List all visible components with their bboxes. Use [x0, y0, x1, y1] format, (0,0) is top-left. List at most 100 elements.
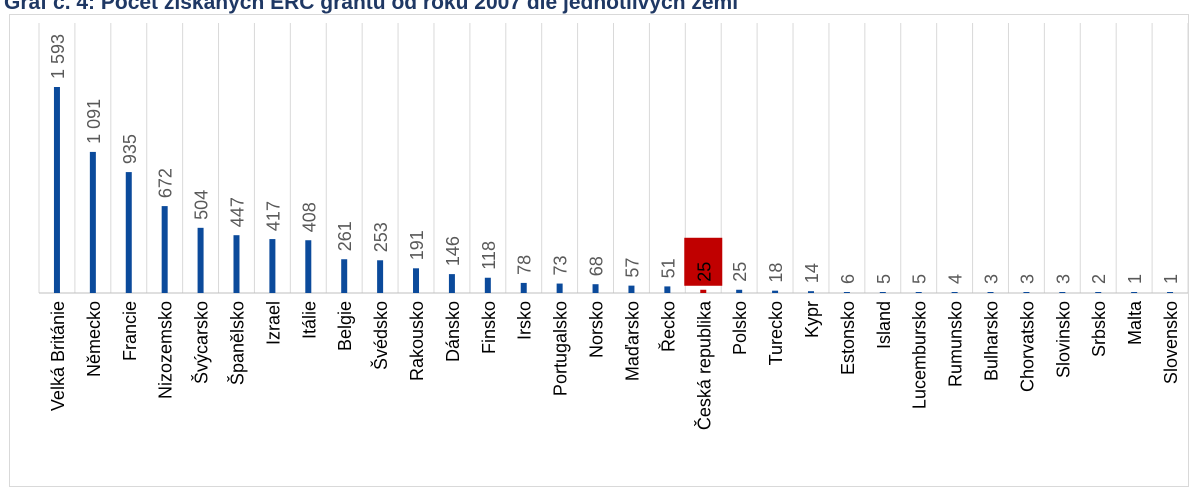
bar — [772, 290, 779, 293]
data-label: 1 — [1125, 274, 1145, 284]
x-tick-label: Bulharsko — [982, 301, 1002, 381]
x-tick-label: Finsko — [479, 301, 499, 354]
data-label: 672 — [156, 168, 176, 198]
x-tick-label: Turecko — [766, 301, 786, 365]
data-label: 935 — [120, 134, 140, 164]
chart-area: 1 593 Velká Británie 1 091 Německo 935 Franci… — [9, 14, 1189, 487]
data-label: 1 — [1161, 274, 1181, 284]
data-label: 3 — [982, 274, 1002, 284]
x-tick-label: Island — [874, 301, 894, 349]
x-tick-label: Slovinsko — [1053, 301, 1073, 378]
x-tick-label: Belgie — [335, 301, 355, 351]
bar — [197, 227, 204, 293]
x-tick-label: Francie — [120, 301, 140, 361]
bar — [879, 292, 886, 293]
bar — [341, 259, 348, 293]
bar — [807, 291, 814, 293]
x-tick-label: Malta — [1125, 300, 1145, 345]
bar — [592, 284, 599, 293]
data-label: 146 — [443, 236, 463, 266]
x-tick-label: Norsko — [587, 301, 607, 358]
x-tick-label: Kypr — [802, 301, 822, 338]
data-label: 3 — [1053, 274, 1073, 284]
x-tick-label: Chorvatsko — [1017, 301, 1037, 392]
data-label: 118 — [479, 241, 499, 270]
data-label: 6 — [838, 274, 858, 284]
bar — [556, 283, 563, 293]
data-label: 3 — [1017, 274, 1037, 284]
x-tick-label: Srbsko — [1089, 301, 1109, 357]
x-tick-label: Portugalsko — [551, 301, 571, 396]
bar — [89, 151, 96, 293]
bar — [448, 274, 455, 293]
bar — [700, 289, 707, 293]
x-tick-label: Nizozemsko — [156, 301, 176, 399]
bar — [305, 240, 312, 293]
chart-title: Graf č. 4: Počet získaných ERC grantů od… — [4, 0, 739, 14]
x-tick-label: Maďarsko — [622, 301, 642, 381]
bar — [161, 206, 168, 293]
bar — [269, 239, 276, 293]
data-label: 51 — [658, 258, 678, 278]
bar — [951, 292, 958, 293]
bar — [484, 277, 491, 293]
bar — [843, 292, 850, 293]
x-tick-label: Irsko — [515, 301, 535, 340]
bar — [736, 289, 743, 293]
x-tick-label: Česká republika — [693, 300, 714, 430]
data-label: 2 — [1089, 274, 1109, 284]
x-tick-label: Izrael — [263, 301, 283, 345]
bar — [1023, 292, 1030, 293]
x-tick-label: Lucembursko — [910, 301, 930, 409]
data-label: 68 — [587, 256, 607, 276]
x-tick-label: Polsko — [730, 301, 750, 355]
bar — [1095, 292, 1102, 293]
bar — [125, 172, 132, 293]
data-label: 78 — [515, 255, 535, 275]
data-label: 504 — [192, 190, 212, 220]
x-tick-label: Španělsko — [226, 301, 247, 385]
x-tick-label: Švýcarsko — [191, 301, 212, 384]
data-label: 57 — [622, 258, 642, 278]
data-label: 1 091 — [84, 99, 104, 144]
data-label: 5 — [874, 274, 894, 284]
x-tick-label: Německo — [84, 301, 104, 377]
data-label: 417 — [263, 201, 283, 231]
bar — [53, 87, 60, 293]
bar — [233, 235, 240, 293]
bar — [987, 292, 994, 293]
bar — [1167, 292, 1174, 293]
bar — [1131, 292, 1138, 293]
data-label: 5 — [910, 274, 930, 284]
bar — [377, 260, 384, 293]
bar — [1059, 292, 1066, 293]
x-tick-label: Velká Británie — [48, 301, 68, 411]
x-tick-label: Itálie — [299, 301, 319, 339]
bar — [628, 285, 635, 293]
x-tick-label: Estonsko — [838, 301, 858, 375]
data-label: 191 — [407, 230, 427, 260]
bar-chart: 1 593 Velká Británie 1 091 Německo 935 Franci… — [38, 23, 1189, 430]
x-tick-label: Řecko — [658, 301, 678, 352]
bar — [520, 282, 527, 293]
data-label: 25 — [694, 262, 714, 282]
highlight-label-box — [684, 237, 723, 286]
x-tick-label: Slovensko — [1161, 301, 1181, 384]
x-tick-label: Švédsko — [370, 301, 391, 370]
data-label: 4 — [946, 274, 966, 284]
data-label: 261 — [335, 221, 355, 251]
bar — [664, 286, 671, 293]
data-label: 408 — [299, 202, 319, 232]
data-label: 14 — [802, 263, 822, 283]
x-tick-label: Rumunsko — [946, 301, 966, 387]
x-tick-label: Rakousko — [407, 301, 427, 381]
data-label: 73 — [551, 256, 571, 276]
data-label: 18 — [766, 263, 786, 283]
data-label: 253 — [371, 222, 391, 252]
x-tick-label: Dánsko — [443, 301, 463, 362]
data-label: 25 — [730, 262, 750, 282]
bar — [915, 292, 922, 293]
data-label: 447 — [227, 197, 247, 227]
bar — [413, 268, 420, 293]
data-label: 1 593 — [48, 34, 68, 79]
